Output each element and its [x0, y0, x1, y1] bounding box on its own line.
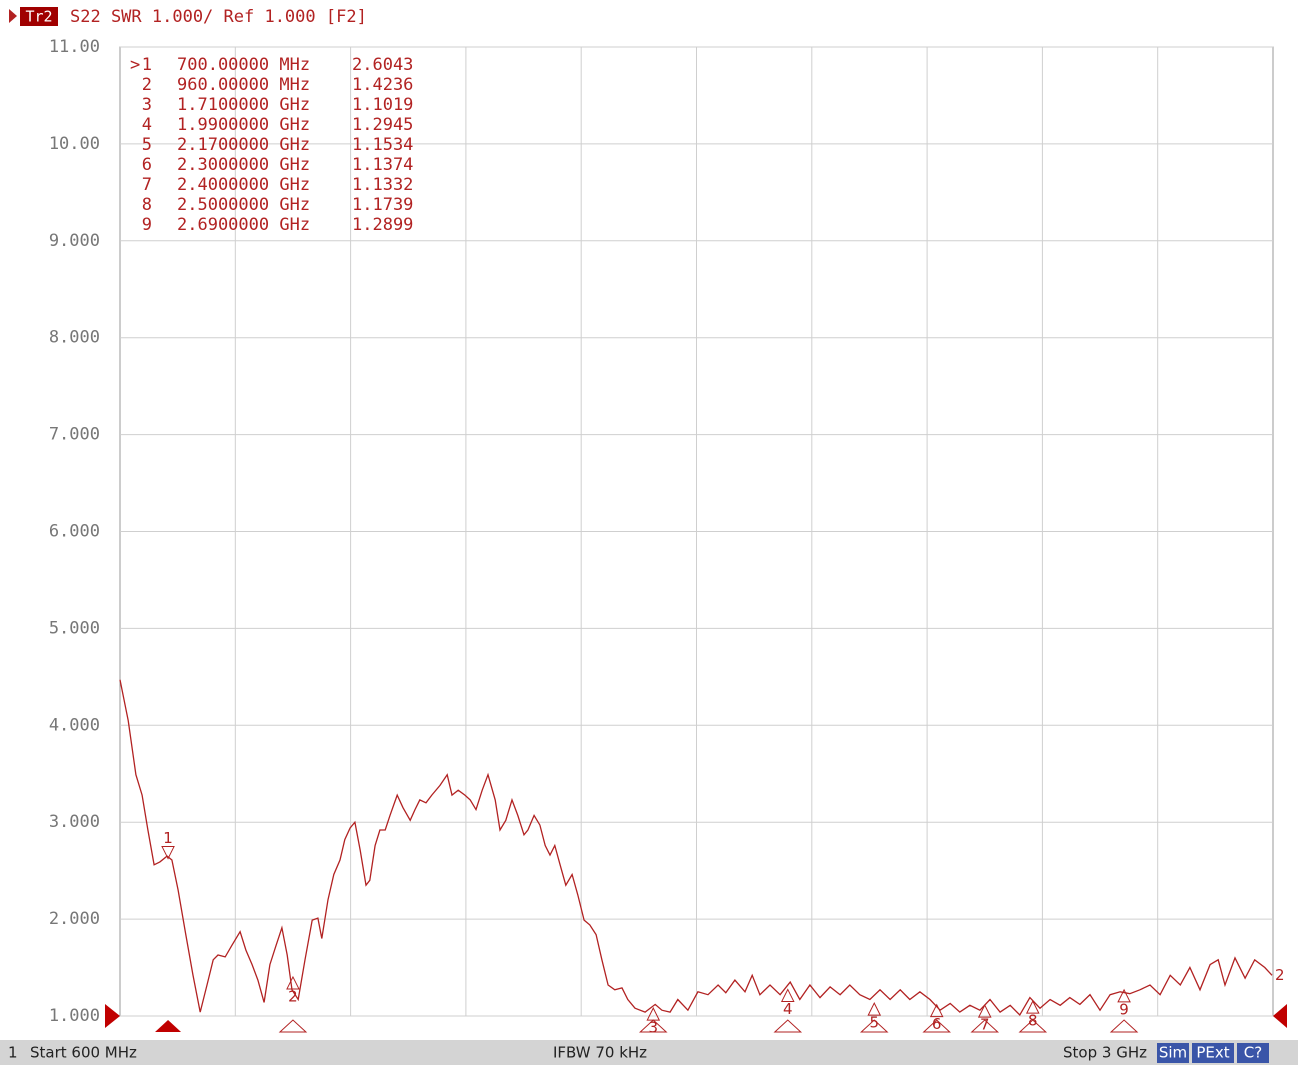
marker-stimulus[interactable]: [773, 1019, 803, 1033]
y-tick-label: 7.000: [49, 425, 100, 445]
y-tick-label: 3.000: [49, 812, 100, 832]
y-tick-label: 4.000: [49, 715, 100, 735]
ifbw: IFBW 70 kHz: [553, 1044, 647, 1062]
marker-frequency: 2.4000000 GHz: [177, 175, 310, 195]
status-button[interactable]: [1192, 1043, 1234, 1063]
y-tick-label: 8.000: [49, 328, 100, 348]
marker-trace-label: 7: [980, 1016, 990, 1034]
trace-line: [119, 679, 1273, 1017]
marker-frequency: 1.9900000 GHz: [177, 115, 310, 135]
marker-trace-label: 1: [163, 829, 173, 847]
y-tick-label: 6.000: [49, 522, 100, 542]
y-tick-label: 11.00: [49, 37, 100, 57]
status-button-label: PExt: [1196, 1044, 1229, 1062]
marker-trace-label: 2: [288, 987, 298, 1005]
marker-trace-label: 9: [1119, 1000, 1129, 1018]
marker-on-trace[interactable]: [1025, 1000, 1040, 1014]
marker-stimulus[interactable]: [1109, 1019, 1139, 1033]
channel-number: 1: [8, 1044, 18, 1062]
marker-frequency: 2.5000000 GHz: [177, 195, 310, 215]
marker-stimulus[interactable]: [278, 1019, 308, 1033]
start-frequency: Start 600 MHz: [30, 1044, 137, 1062]
marker-trace-label: 5: [869, 1014, 879, 1032]
marker-trace-label: 4: [783, 1000, 793, 1018]
marker-id: 4: [142, 115, 152, 135]
marker-id: 2: [142, 75, 152, 95]
status-button-label: Sim: [1159, 1044, 1187, 1062]
marker-stimulus-active[interactable]: [155, 1020, 182, 1032]
marker-frequency: 1.7100000 GHz: [177, 95, 310, 115]
marker-id: 3: [142, 95, 152, 115]
marker-on-trace[interactable]: [867, 1002, 882, 1016]
marker-stimulus[interactable]: [922, 1019, 951, 1033]
marker-value: 1.4236: [352, 75, 413, 95]
y-tick-label: 2.000: [49, 909, 100, 929]
marker-frequency: 2.6900000 GHz: [177, 215, 310, 235]
marker-value: 1.1332: [352, 175, 413, 195]
marker-on-trace[interactable]: [161, 846, 175, 860]
marker-on-trace[interactable]: [286, 975, 300, 990]
marker-on-trace[interactable]: [977, 1003, 992, 1018]
marker-trace-label: 3: [648, 1019, 658, 1037]
marker-stimulus[interactable]: [859, 1019, 889, 1033]
marker-id: 6: [142, 155, 152, 175]
trace-name: Tr2: [25, 8, 52, 26]
marker-value: 1.1534: [352, 135, 413, 155]
status-button[interactable]: [1237, 1043, 1269, 1063]
marker-frequency: 2.3000000 GHz: [177, 155, 310, 175]
ref-arrow-left: [105, 1004, 120, 1028]
marker-value: 2.6043: [352, 55, 413, 75]
marker-on-trace[interactable]: [1117, 988, 1131, 1003]
ref-arrow-right: [1273, 1004, 1287, 1028]
active-marker-symbol: >: [130, 55, 140, 75]
marker-frequency: 700.00000 MHz: [177, 55, 310, 75]
marker-trace-label: 6: [932, 1015, 942, 1033]
marker-on-trace[interactable]: [780, 988, 795, 1002]
status-bar: [0, 1040, 1298, 1065]
y-tick-label: 10.00: [49, 134, 100, 154]
marker-id: 7: [142, 175, 152, 195]
trace-settings: S22 SWR 1.000/ Ref 1.000 [F2]: [70, 7, 367, 27]
marker-stimulus[interactable]: [1018, 1019, 1048, 1033]
marker-id: 8: [142, 195, 152, 215]
y-tick-label: 5.000: [49, 618, 100, 638]
marker-id: 1: [142, 55, 152, 75]
marker-value: 1.1739: [352, 195, 413, 215]
marker-id: 9: [142, 215, 152, 235]
trace-indicator: [9, 9, 17, 23]
trace-badge[interactable]: [20, 7, 58, 26]
marker-value: 1.2945: [352, 115, 413, 135]
marker-value: 1.2899: [352, 215, 413, 235]
status-button[interactable]: [1157, 1043, 1189, 1063]
status-button-label: C?: [1244, 1044, 1262, 1062]
marker-value: 1.1374: [352, 155, 413, 175]
y-tick-label: 9.000: [49, 231, 100, 251]
marker-id: 5: [142, 135, 152, 155]
trace-label: 2: [1275, 966, 1285, 984]
stop-frequency: Stop 3 GHz: [1063, 1044, 1147, 1062]
marker-value: 1.1019: [352, 95, 413, 115]
marker-stimulus[interactable]: [970, 1019, 1000, 1033]
marker-frequency: 960.00000 MHz: [177, 75, 310, 95]
marker-stimulus[interactable]: [638, 1019, 668, 1033]
y-tick-label: 1.000: [49, 1006, 100, 1026]
marker-on-trace[interactable]: [929, 1003, 944, 1018]
marker-frequency: 2.1700000 GHz: [177, 135, 310, 155]
